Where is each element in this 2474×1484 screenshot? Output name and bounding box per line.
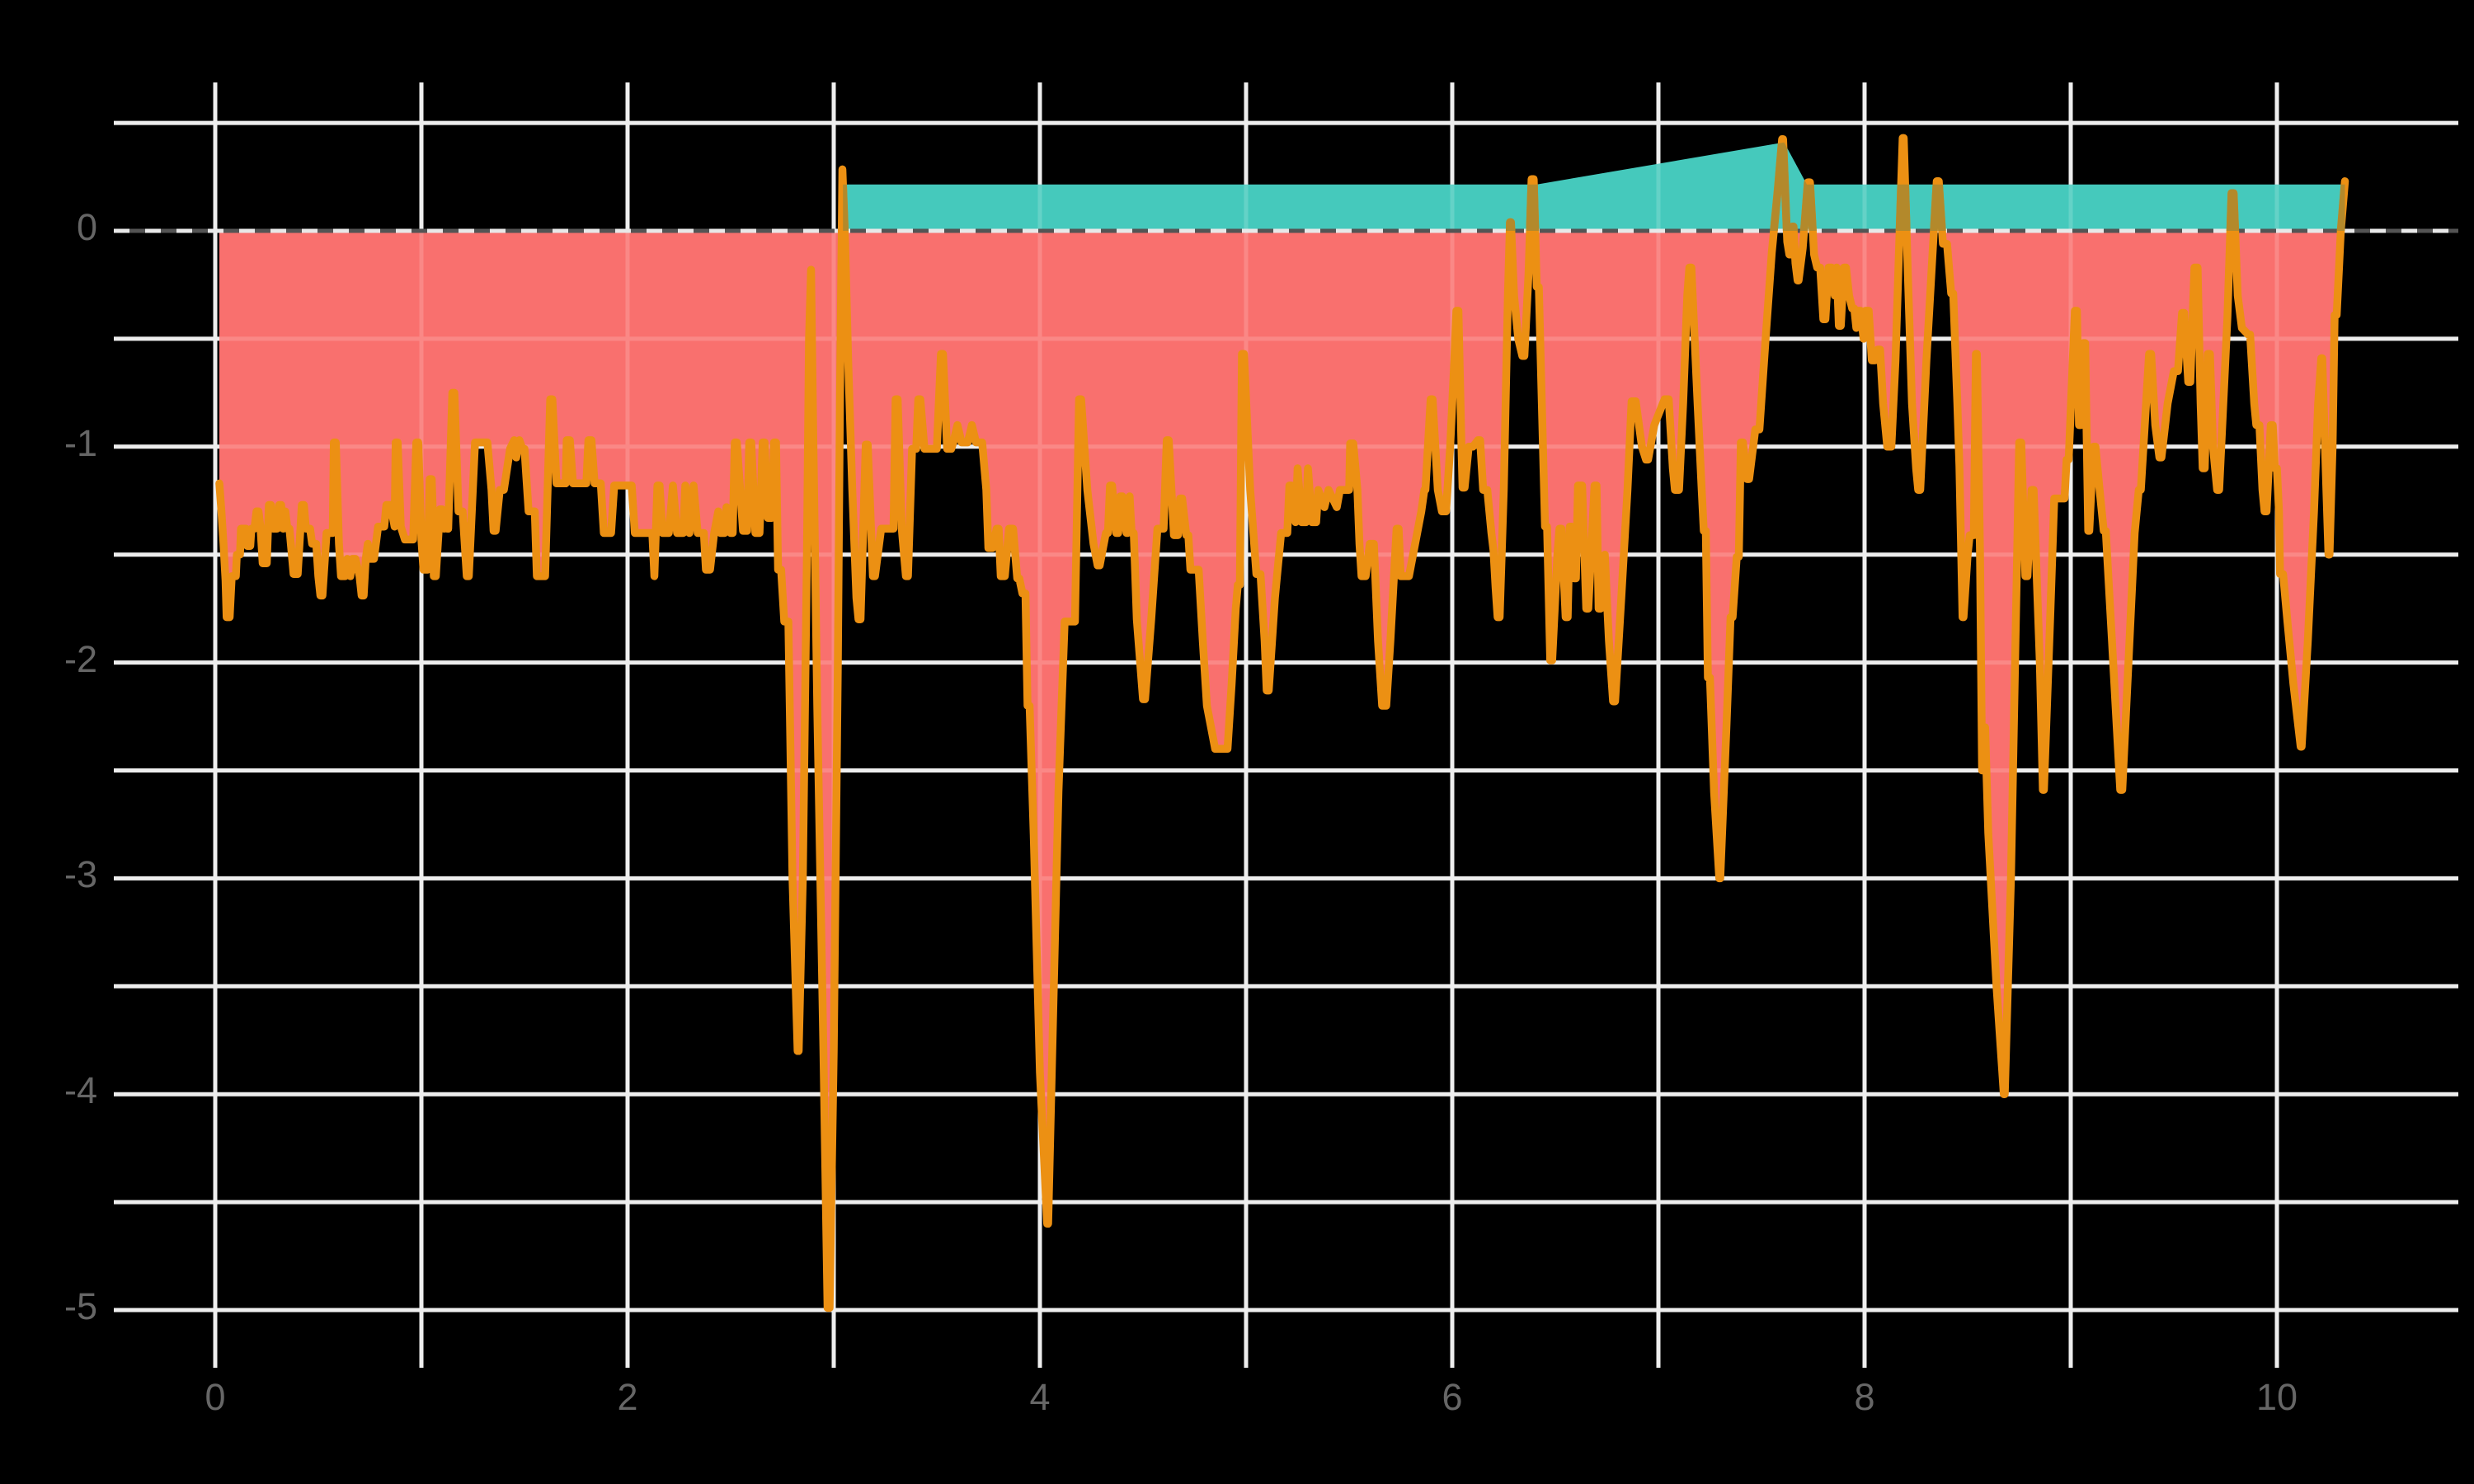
svg-text:2: 2 — [617, 1376, 637, 1418]
svg-text:0: 0 — [77, 206, 97, 248]
svg-text:-3: -3 — [64, 853, 97, 895]
svg-text:-4: -4 — [64, 1069, 97, 1111]
svg-text:6: 6 — [1442, 1376, 1462, 1418]
svg-text:-5: -5 — [64, 1285, 97, 1327]
svg-text:-1: -1 — [64, 422, 97, 464]
svg-text:0: 0 — [205, 1376, 225, 1418]
svg-text:4: 4 — [1029, 1376, 1050, 1418]
svg-text:-2: -2 — [64, 638, 97, 680]
svg-text:8: 8 — [1854, 1376, 1874, 1418]
svg-text:10: 10 — [2256, 1376, 2298, 1418]
